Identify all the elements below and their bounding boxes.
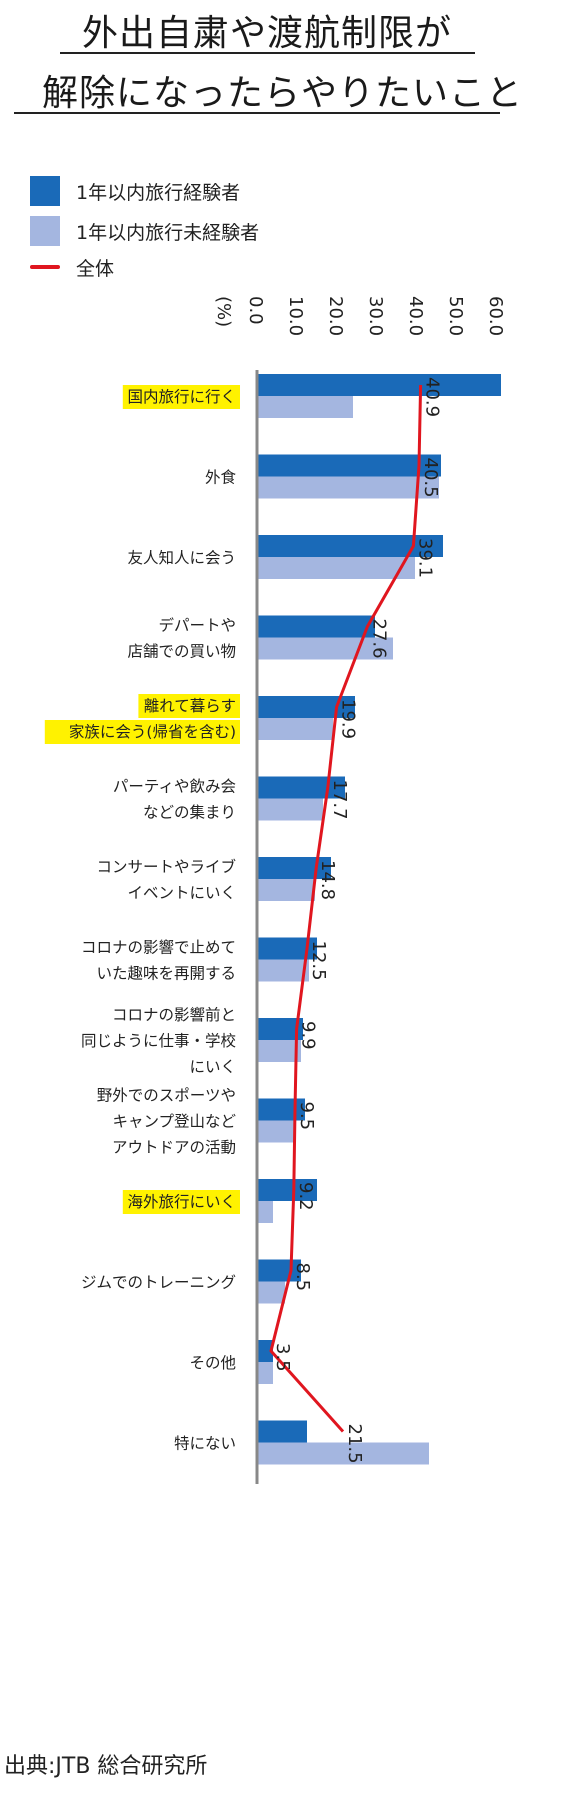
- overall-value-label: 14.8: [317, 860, 338, 900]
- category-label: 国内旅行に行く: [127, 388, 236, 406]
- bar-inexperienced: [257, 959, 309, 982]
- bar-experienced: [257, 1018, 303, 1040]
- label-highlight: [44, 720, 240, 744]
- bar-inexperienced: [257, 1442, 429, 1465]
- legend-label-inexperienced: 1年以内旅行未経験者: [76, 221, 260, 244]
- label-highlight: [122, 385, 240, 409]
- category-label: 離れて暮らす: [144, 697, 236, 715]
- overall-value-label: 19.9: [338, 699, 359, 739]
- overall-series-line: [269, 384, 423, 1433]
- x-tick-label: 60.0: [485, 296, 506, 336]
- category-label: いた趣味を再開する: [96, 965, 236, 983]
- category-label: デパートや: [158, 616, 236, 635]
- category-label: 特にない: [174, 1435, 236, 1453]
- bar-experienced: [257, 857, 331, 879]
- category-label: 友人知人に会う: [127, 549, 236, 567]
- bar-inexperienced: [257, 798, 323, 821]
- legend-swatch-inexperienced: [30, 216, 60, 246]
- legend-item-experienced: 1年以内旅行経験者: [30, 176, 240, 206]
- title-underline-2: [14, 112, 500, 114]
- overall-value-label: 9.2: [295, 1182, 316, 1211]
- overall-value-label: 3.5: [272, 1343, 293, 1372]
- overall-value-label: 8.5: [292, 1263, 313, 1292]
- bar-inexperienced: [257, 637, 393, 660]
- overall-value-label: 27.6: [368, 619, 389, 659]
- source-credit: 出典:JTB 総合研究所: [4, 1754, 208, 1779]
- bar-experienced: [257, 776, 345, 799]
- chart-title-line1: 外出自粛や渡航制限が: [82, 13, 453, 54]
- bar-experienced: [257, 374, 501, 396]
- category-label: 海外旅行にいく: [127, 1193, 236, 1211]
- legend-item-inexperienced: 1年以内旅行未経験者: [30, 216, 259, 246]
- legend-swatch-experienced: [30, 176, 60, 206]
- bar-inexperienced: [257, 879, 315, 901]
- bar-inexperienced: [257, 1362, 273, 1384]
- overall-value-label: 40.5: [420, 458, 441, 498]
- category-label: コロナの影響前と: [112, 1006, 236, 1024]
- chart-title-line2: 解除になったらやりたいこと: [42, 73, 524, 114]
- category-label: 店舗での買い物: [127, 643, 236, 661]
- overall-value-label: 39.1: [414, 538, 435, 578]
- x-tick-label: 20.0: [325, 296, 346, 336]
- legend-label-overall: 全体: [76, 257, 115, 280]
- label-highlight: [138, 694, 240, 718]
- category-label: 外食: [205, 469, 237, 487]
- bar-experienced: [257, 937, 317, 960]
- category-label: などの集まり: [143, 804, 236, 822]
- axis-unit-label: (%): [213, 296, 234, 327]
- bar-experienced: [257, 1179, 317, 1201]
- legend-label-experienced: 1年以内旅行経験者: [76, 181, 241, 204]
- bar-experienced: [257, 615, 375, 638]
- x-tick-label: 40.0: [405, 296, 426, 336]
- x-tick-label: 0.0: [245, 296, 266, 325]
- category-label: 同じように仕事・学校: [81, 1032, 236, 1050]
- category-label: キャンプ登山など: [112, 1113, 236, 1131]
- bar-inexperienced: [257, 1040, 301, 1062]
- bar-experienced: [257, 1098, 305, 1121]
- overall-value-label: 21.5: [344, 1424, 365, 1464]
- overall-value-label: 9.9: [298, 1021, 319, 1050]
- category-label: イベントにいく: [127, 884, 236, 902]
- overall-value-label: 40.9: [422, 377, 443, 417]
- category-label: その他: [189, 1354, 236, 1372]
- category-label: ジムでのトレーニング: [81, 1274, 236, 1292]
- x-tick-label: 50.0: [445, 296, 466, 336]
- label-highlight: [122, 1190, 240, 1214]
- bar-inexperienced: [257, 1281, 285, 1304]
- bar-inexperienced: [257, 396, 353, 418]
- bar-inexperienced: [257, 557, 415, 579]
- bar-inexperienced: [257, 1201, 273, 1223]
- legend-line-overall: [30, 265, 60, 269]
- overall-value-label: 17.7: [329, 780, 350, 820]
- legend-item-overall: 全体: [30, 252, 114, 282]
- bar-experienced: [257, 454, 441, 477]
- bar-experienced: [257, 535, 443, 557]
- category-label: コンサートやライブ: [96, 857, 236, 876]
- x-tick-label: 30.0: [365, 296, 386, 336]
- chart-plot: 国内旅行に行く外食友人知人に会うデパートや店舗での買い物離れて暮らす家族に会う(…: [44, 296, 506, 1484]
- bar-inexperienced: [257, 718, 333, 740]
- bar-inexperienced: [257, 1120, 295, 1143]
- category-label: コロナの影響で止めて: [81, 939, 236, 957]
- bar-experienced: [257, 696, 355, 718]
- bar-inexperienced: [257, 476, 439, 499]
- category-label: 家族に会う(帰省を含む): [69, 723, 236, 741]
- bar-experienced: [257, 1420, 307, 1443]
- overall-value-label: 9.5: [296, 1102, 317, 1131]
- bar-experienced: [257, 1340, 273, 1362]
- overall-value-label: 12.5: [308, 941, 329, 981]
- category-label: パーティや飲み会: [113, 778, 236, 796]
- title-underline-1: [60, 52, 475, 54]
- category-label: アウトドアの活動: [112, 1139, 236, 1157]
- x-tick-label: 10.0: [285, 296, 306, 336]
- category-label: 野外でのスポーツや: [97, 1087, 236, 1105]
- category-label: にいく: [189, 1058, 236, 1076]
